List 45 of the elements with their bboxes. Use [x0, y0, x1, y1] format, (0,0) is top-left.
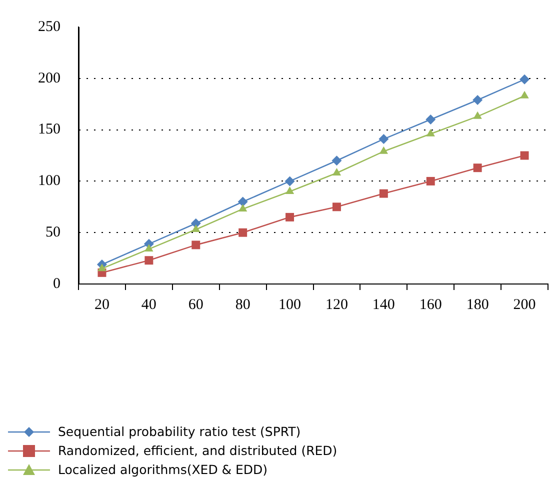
point — [520, 151, 529, 160]
point — [192, 240, 200, 250]
x-tick-label: 140 — [372, 296, 395, 313]
point — [332, 168, 342, 176]
point — [472, 94, 483, 105]
legend-label: Localized algorithms(XED & EDD) — [58, 462, 268, 477]
x-tick-label: 20 — [94, 296, 110, 313]
x-tick-label: 40 — [141, 296, 156, 313]
x-tick-label: 120 — [325, 296, 348, 313]
point — [192, 224, 200, 232]
y-tick-label: 50 — [46, 224, 60, 241]
point — [284, 176, 295, 186]
point — [332, 202, 341, 212]
point — [473, 111, 482, 119]
point — [286, 212, 294, 222]
point — [473, 164, 482, 172]
point — [144, 256, 154, 265]
y-tick-label: 100 — [38, 173, 60, 190]
y-tick-label: 150 — [38, 122, 60, 138]
legend-label: Randomized, efficient, and distributed (RED) — [58, 443, 338, 458]
point — [426, 128, 435, 136]
x-tick-label: 180 — [466, 296, 489, 313]
y-tick-label: 250 — [38, 18, 60, 35]
x-tick-label: 60 — [188, 296, 204, 313]
point — [144, 244, 154, 252]
y-tick-label: 0 — [53, 276, 60, 292]
point — [520, 74, 530, 84]
x-tick-label: 200 — [513, 296, 536, 313]
point — [332, 156, 342, 166]
point — [238, 228, 248, 237]
point — [379, 146, 388, 154]
point — [379, 189, 388, 198]
point — [98, 264, 106, 272]
point — [238, 196, 248, 207]
point — [238, 204, 248, 212]
x-tick-label: 160 — [419, 296, 442, 313]
legend-label: Sequential probability ratio test (SPRT) — [58, 424, 301, 439]
point — [426, 114, 436, 125]
point — [426, 176, 435, 186]
point — [520, 90, 529, 98]
y-tick-label: 200 — [38, 70, 60, 86]
x-tick-label: 80 — [235, 296, 250, 313]
point — [378, 134, 389, 144]
point — [285, 186, 294, 194]
x-tick-label: 100 — [278, 296, 302, 313]
